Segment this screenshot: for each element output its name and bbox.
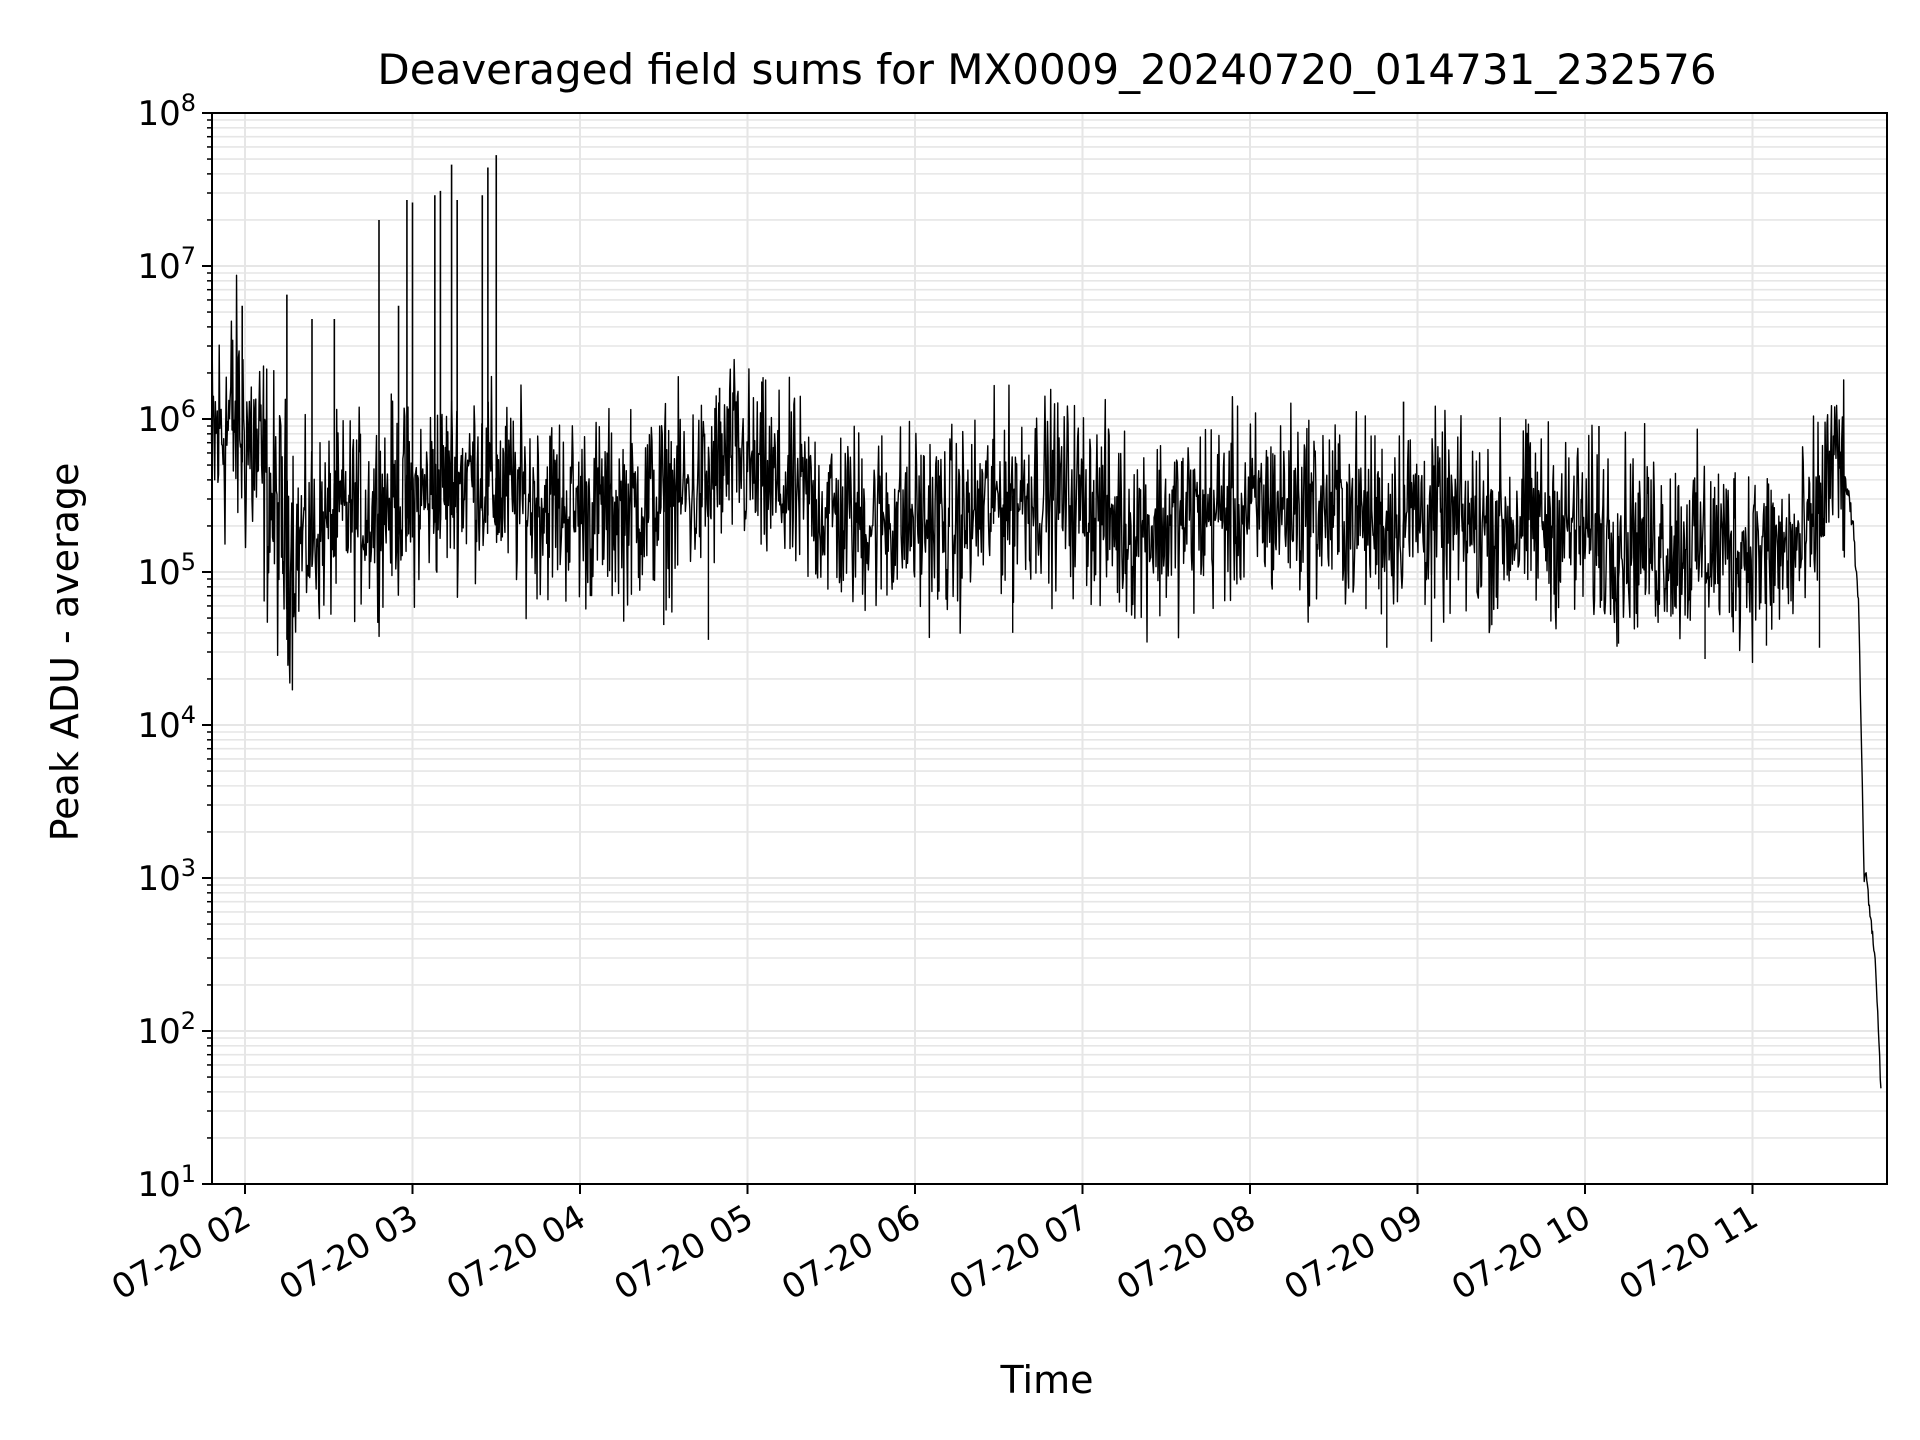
y-tick-label: 108 xyxy=(137,89,196,134)
y-tick-label: 101 xyxy=(137,1160,196,1205)
x-axis-label: Time xyxy=(1000,1358,1094,1402)
y-tick-label: 107 xyxy=(137,242,196,287)
y-tick-label: 106 xyxy=(137,395,196,440)
y-tick-label: 105 xyxy=(137,548,196,593)
series-layer xyxy=(210,155,1882,1089)
plot-frame xyxy=(211,112,1888,1185)
y-tick-label: 103 xyxy=(137,854,196,899)
y-tick-label: 104 xyxy=(137,701,196,746)
chart-title: Deaveraged field sums for MX0009_2024072… xyxy=(377,45,1716,94)
y-tick-label: 102 xyxy=(137,1007,196,1052)
y-axis-label: Peak ADU - average xyxy=(43,463,87,842)
series-line xyxy=(210,274,1882,1089)
